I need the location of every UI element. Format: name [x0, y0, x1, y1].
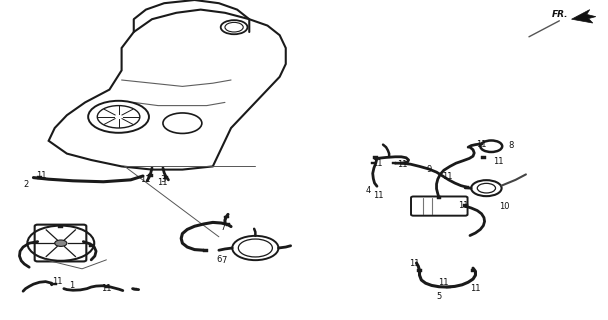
Bar — [224, 216, 229, 218]
Text: 2: 2 — [23, 180, 28, 188]
Bar — [446, 286, 451, 288]
Text: 11: 11 — [493, 157, 504, 166]
Text: 11: 11 — [373, 191, 384, 200]
Bar — [203, 249, 208, 252]
Bar — [463, 204, 468, 207]
Bar — [373, 156, 378, 159]
Text: 11: 11 — [101, 284, 112, 293]
Text: 11: 11 — [371, 159, 382, 168]
Text: 6: 6 — [216, 255, 221, 264]
Bar — [52, 283, 57, 285]
Text: 11: 11 — [438, 278, 449, 287]
Bar — [105, 286, 109, 288]
Bar — [471, 269, 475, 272]
Circle shape — [55, 240, 67, 246]
Text: FR.: FR. — [552, 10, 568, 19]
Bar — [417, 269, 422, 272]
Bar — [58, 225, 63, 228]
Text: 7: 7 — [220, 223, 225, 232]
Text: 11: 11 — [470, 284, 481, 293]
Text: 11: 11 — [157, 178, 168, 187]
Bar — [481, 156, 486, 159]
Text: 5: 5 — [437, 292, 441, 301]
Bar — [478, 143, 483, 145]
Bar — [465, 186, 469, 188]
Polygon shape — [572, 10, 596, 23]
Text: 1: 1 — [69, 281, 74, 290]
Text: 11: 11 — [140, 175, 151, 184]
Bar — [89, 244, 94, 247]
Text: 11: 11 — [36, 171, 47, 180]
Text: 11: 11 — [409, 259, 420, 268]
Text: 10: 10 — [499, 202, 510, 211]
Text: 4: 4 — [365, 186, 370, 195]
Bar — [371, 162, 376, 164]
Bar — [148, 174, 153, 177]
Text: 8: 8 — [508, 141, 513, 150]
Text: 11: 11 — [52, 277, 63, 286]
Text: 11: 11 — [397, 160, 408, 169]
Bar — [37, 176, 42, 179]
Bar — [164, 176, 168, 179]
Bar — [437, 196, 441, 199]
Text: 11: 11 — [458, 201, 469, 210]
Text: 3: 3 — [161, 175, 165, 184]
Text: 11: 11 — [441, 172, 452, 180]
Bar — [392, 162, 396, 164]
Bar — [226, 223, 230, 226]
Text: 7: 7 — [221, 256, 226, 265]
Text: 9: 9 — [426, 165, 431, 174]
Bar — [133, 288, 137, 290]
Text: 11: 11 — [476, 140, 487, 149]
